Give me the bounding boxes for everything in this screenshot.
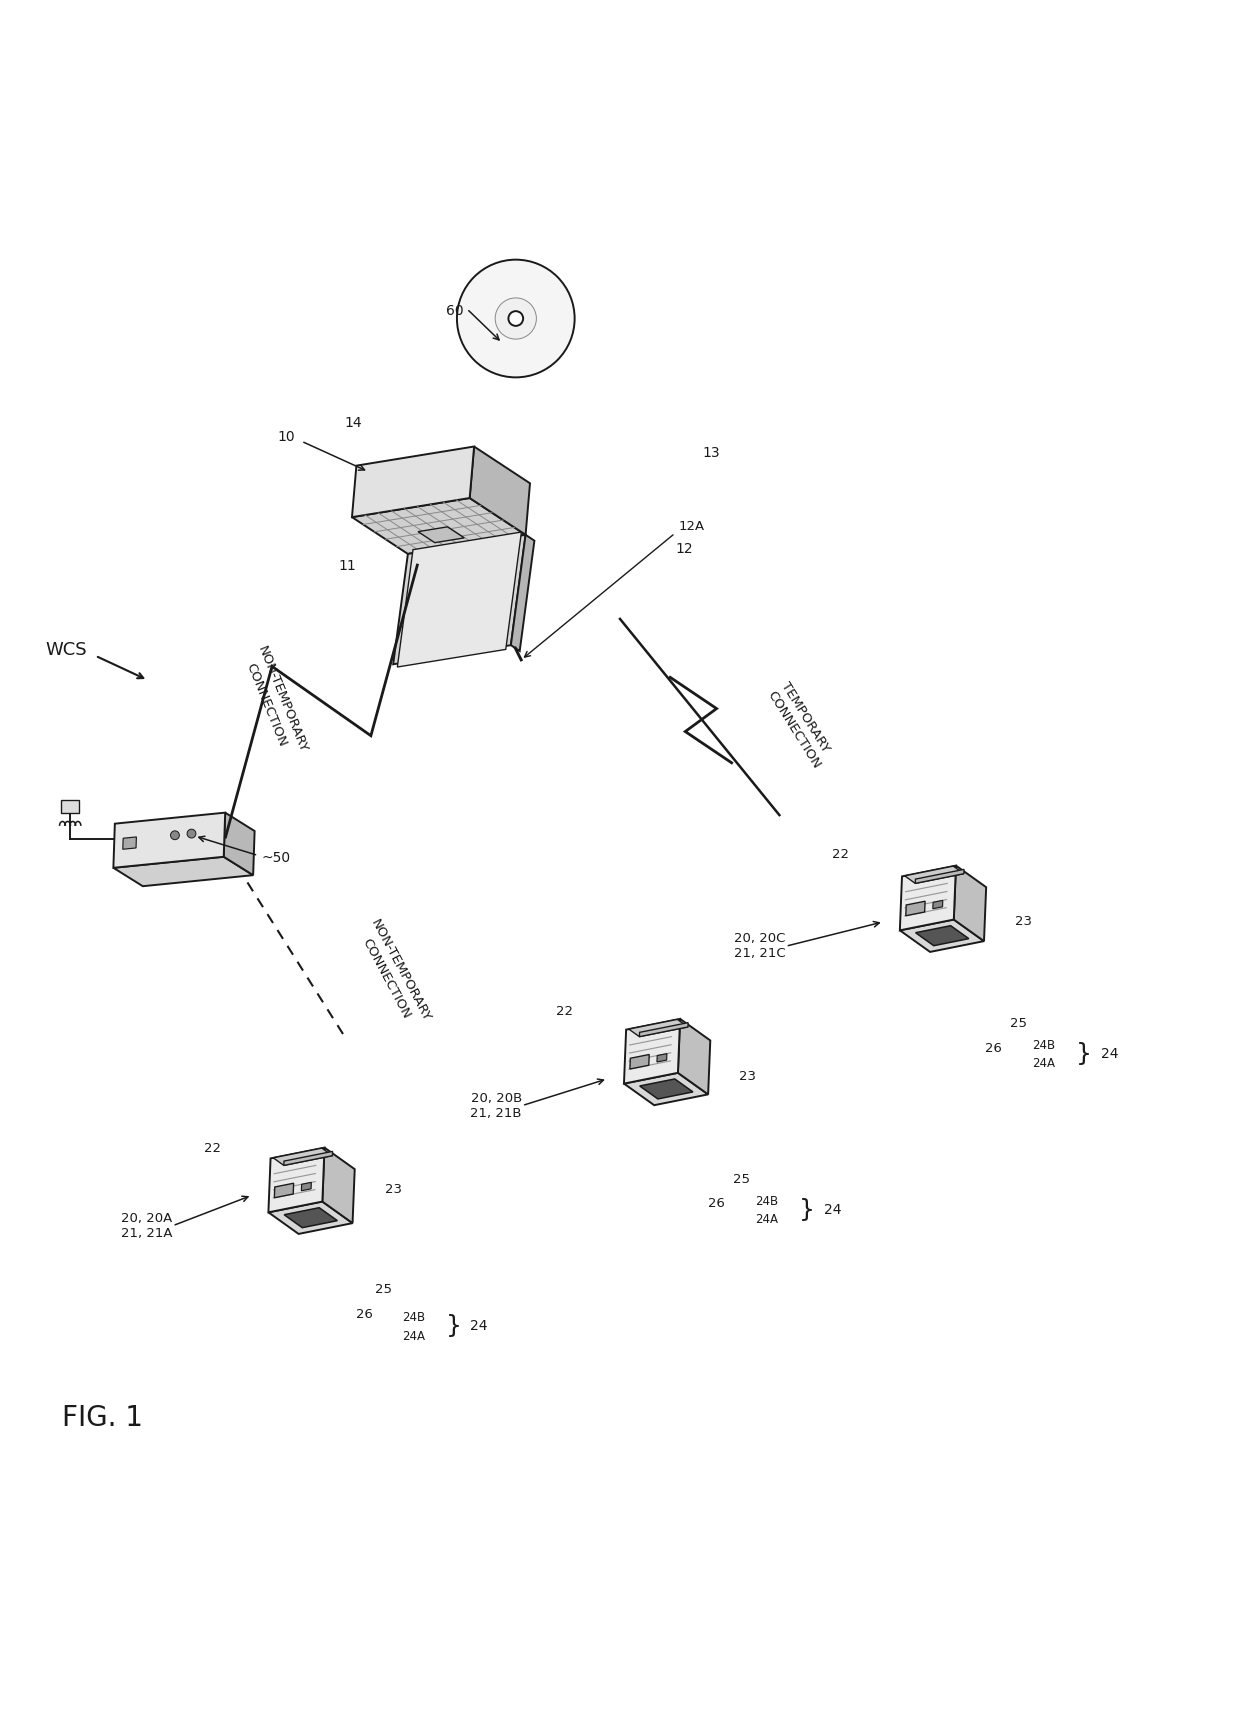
Polygon shape <box>268 1148 325 1211</box>
Polygon shape <box>284 1151 332 1165</box>
Text: TEMPORARY
CONNECTION: TEMPORARY CONNECTION <box>765 680 837 770</box>
Text: }: } <box>799 1198 815 1222</box>
Polygon shape <box>352 498 526 554</box>
Text: 24B: 24B <box>402 1311 425 1325</box>
Polygon shape <box>678 1019 711 1095</box>
Text: 23: 23 <box>1014 915 1032 928</box>
Text: 26: 26 <box>356 1308 373 1321</box>
Polygon shape <box>657 1054 667 1062</box>
Text: 24: 24 <box>470 1320 487 1333</box>
Text: 12A: 12A <box>678 520 706 534</box>
Polygon shape <box>915 870 963 884</box>
Polygon shape <box>640 1079 693 1098</box>
Polygon shape <box>274 1184 294 1198</box>
Text: 14: 14 <box>345 415 362 429</box>
Text: 24B: 24B <box>1032 1040 1055 1052</box>
Text: 10: 10 <box>278 431 295 444</box>
Text: 25: 25 <box>733 1172 750 1186</box>
Polygon shape <box>397 532 521 668</box>
Text: 23: 23 <box>739 1069 756 1083</box>
Polygon shape <box>624 1072 708 1105</box>
Circle shape <box>171 831 180 839</box>
Polygon shape <box>268 1201 352 1234</box>
Polygon shape <box>932 901 942 909</box>
Text: FIG. 1: FIG. 1 <box>62 1404 143 1431</box>
Polygon shape <box>223 813 254 875</box>
Bar <box>61 800 79 813</box>
Polygon shape <box>630 1054 650 1069</box>
Text: 22: 22 <box>557 1006 573 1018</box>
Polygon shape <box>624 1019 680 1083</box>
Text: 24A: 24A <box>755 1213 777 1227</box>
Polygon shape <box>123 837 136 849</box>
Text: 12: 12 <box>675 542 693 556</box>
Polygon shape <box>284 1208 337 1227</box>
Polygon shape <box>113 856 253 885</box>
Text: 20, 20C
21, 21C: 20, 20C 21, 21C <box>734 932 785 961</box>
Text: WCS: WCS <box>45 640 87 659</box>
Text: 60: 60 <box>445 304 464 317</box>
Ellipse shape <box>495 299 537 340</box>
Ellipse shape <box>508 311 523 326</box>
Text: }: } <box>446 1314 461 1338</box>
Text: 24A: 24A <box>1032 1057 1055 1071</box>
Text: NON-TEMPORARY
CONNECTION: NON-TEMPORARY CONNECTION <box>353 918 433 1031</box>
Polygon shape <box>301 1182 311 1191</box>
Text: 24: 24 <box>1101 1047 1118 1060</box>
Text: 23: 23 <box>384 1182 402 1196</box>
Polygon shape <box>915 925 968 946</box>
Text: ~50: ~50 <box>262 851 291 865</box>
Polygon shape <box>322 1148 355 1224</box>
Polygon shape <box>905 901 925 916</box>
Polygon shape <box>418 527 464 542</box>
Polygon shape <box>954 865 986 940</box>
Text: 20, 20B
21, 21B: 20, 20B 21, 21B <box>470 1091 522 1119</box>
Text: 11: 11 <box>339 559 356 573</box>
Text: 24B: 24B <box>755 1194 777 1208</box>
Circle shape <box>187 829 196 837</box>
Text: 13: 13 <box>702 446 719 460</box>
Polygon shape <box>900 920 985 952</box>
Polygon shape <box>640 1023 688 1036</box>
Ellipse shape <box>456 259 574 378</box>
Polygon shape <box>273 1148 332 1165</box>
Polygon shape <box>113 813 226 868</box>
Text: 26: 26 <box>708 1198 725 1210</box>
Text: 25: 25 <box>374 1284 392 1296</box>
Text: 22: 22 <box>832 848 849 861</box>
Polygon shape <box>470 446 529 535</box>
Text: 24: 24 <box>823 1203 841 1217</box>
Polygon shape <box>905 867 963 884</box>
Text: 26: 26 <box>986 1042 1002 1055</box>
Polygon shape <box>352 446 474 517</box>
Text: 25: 25 <box>1009 1018 1027 1030</box>
Text: 24A: 24A <box>402 1330 425 1342</box>
Polygon shape <box>511 535 534 650</box>
Text: 22: 22 <box>205 1143 222 1155</box>
Text: NON-TEMPORARY
CONNECTION: NON-TEMPORARY CONNECTION <box>239 644 309 760</box>
Polygon shape <box>393 535 526 664</box>
Text: }: } <box>1076 1042 1092 1066</box>
Text: 20, 20A
21, 21A: 20, 20A 21, 21A <box>122 1211 172 1241</box>
Polygon shape <box>900 865 956 930</box>
Polygon shape <box>629 1019 688 1036</box>
